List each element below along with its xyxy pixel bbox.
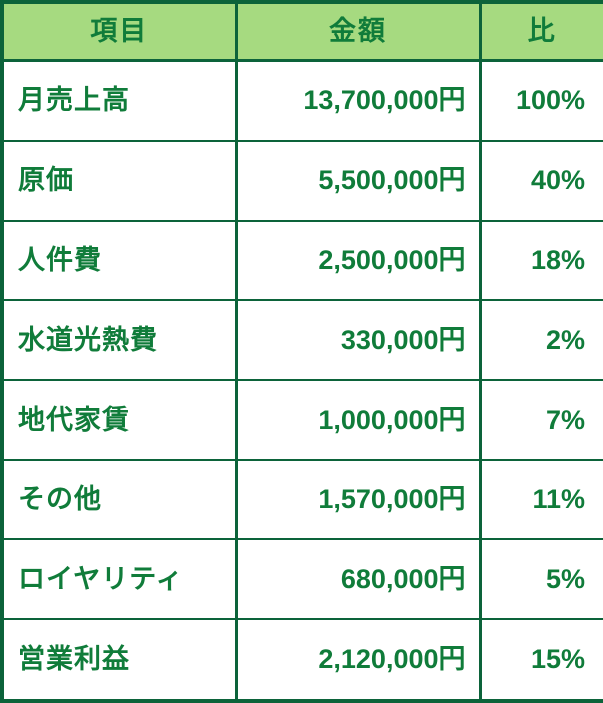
ratio-cell: 100% [478, 59, 603, 142]
amount-cell: 2,120,000円 [234, 618, 482, 702]
amount-cell: 1,570,000円 [234, 458, 482, 541]
item-cell: 水道光熱費 [0, 299, 238, 381]
item-cell: その他 [0, 458, 238, 541]
item-cell: 営業利益 [0, 618, 238, 702]
column-header-amount: 金額 [234, 1, 482, 62]
ratio-cell: 7% [478, 378, 603, 461]
table-row: その他 1,570,000円 11% [0, 458, 603, 541]
amount-cell: 13,700,000円 [234, 59, 482, 142]
table-row: 月売上高 13,700,000円 100% [0, 59, 603, 142]
table-row: ロイヤリティ 680,000円 5% [0, 538, 603, 621]
table-row: 地代家賃 1,000,000円 7% [0, 378, 603, 461]
table-row: 水道光熱費 330,000円 2% [0, 299, 603, 381]
item-cell: 地代家賃 [0, 378, 238, 461]
amount-cell: 680,000円 [234, 538, 482, 621]
item-cell: 原価 [0, 139, 238, 222]
amount-cell: 5,500,000円 [234, 139, 482, 222]
item-cell: 人件費 [0, 219, 238, 302]
ratio-cell: 2% [478, 299, 603, 381]
item-cell: 月売上高 [0, 59, 238, 142]
column-header-ratio: 比 [478, 1, 603, 62]
amount-cell: 2,500,000円 [234, 219, 482, 302]
table-row: 原価 5,500,000円 40% [0, 139, 603, 222]
table-row: 人件費 2,500,000円 18% [0, 219, 603, 302]
ratio-cell: 40% [478, 139, 603, 222]
ratio-cell: 18% [478, 219, 603, 302]
ratio-cell: 15% [478, 618, 603, 702]
item-cell: ロイヤリティ [0, 538, 238, 621]
table-row: 営業利益 2,120,000円 15% [0, 618, 603, 702]
amount-cell: 330,000円 [234, 299, 482, 381]
ratio-cell: 5% [478, 538, 603, 621]
amount-cell: 1,000,000円 [234, 378, 482, 461]
ratio-cell: 11% [478, 458, 603, 541]
column-header-item: 項目 [0, 1, 238, 62]
header-row: 項目 金額 比 [0, 1, 603, 62]
table-body: 月売上高 13,700,000円 100% 原価 5,500,000円 40% 人件費 2,5… [0, 59, 603, 702]
